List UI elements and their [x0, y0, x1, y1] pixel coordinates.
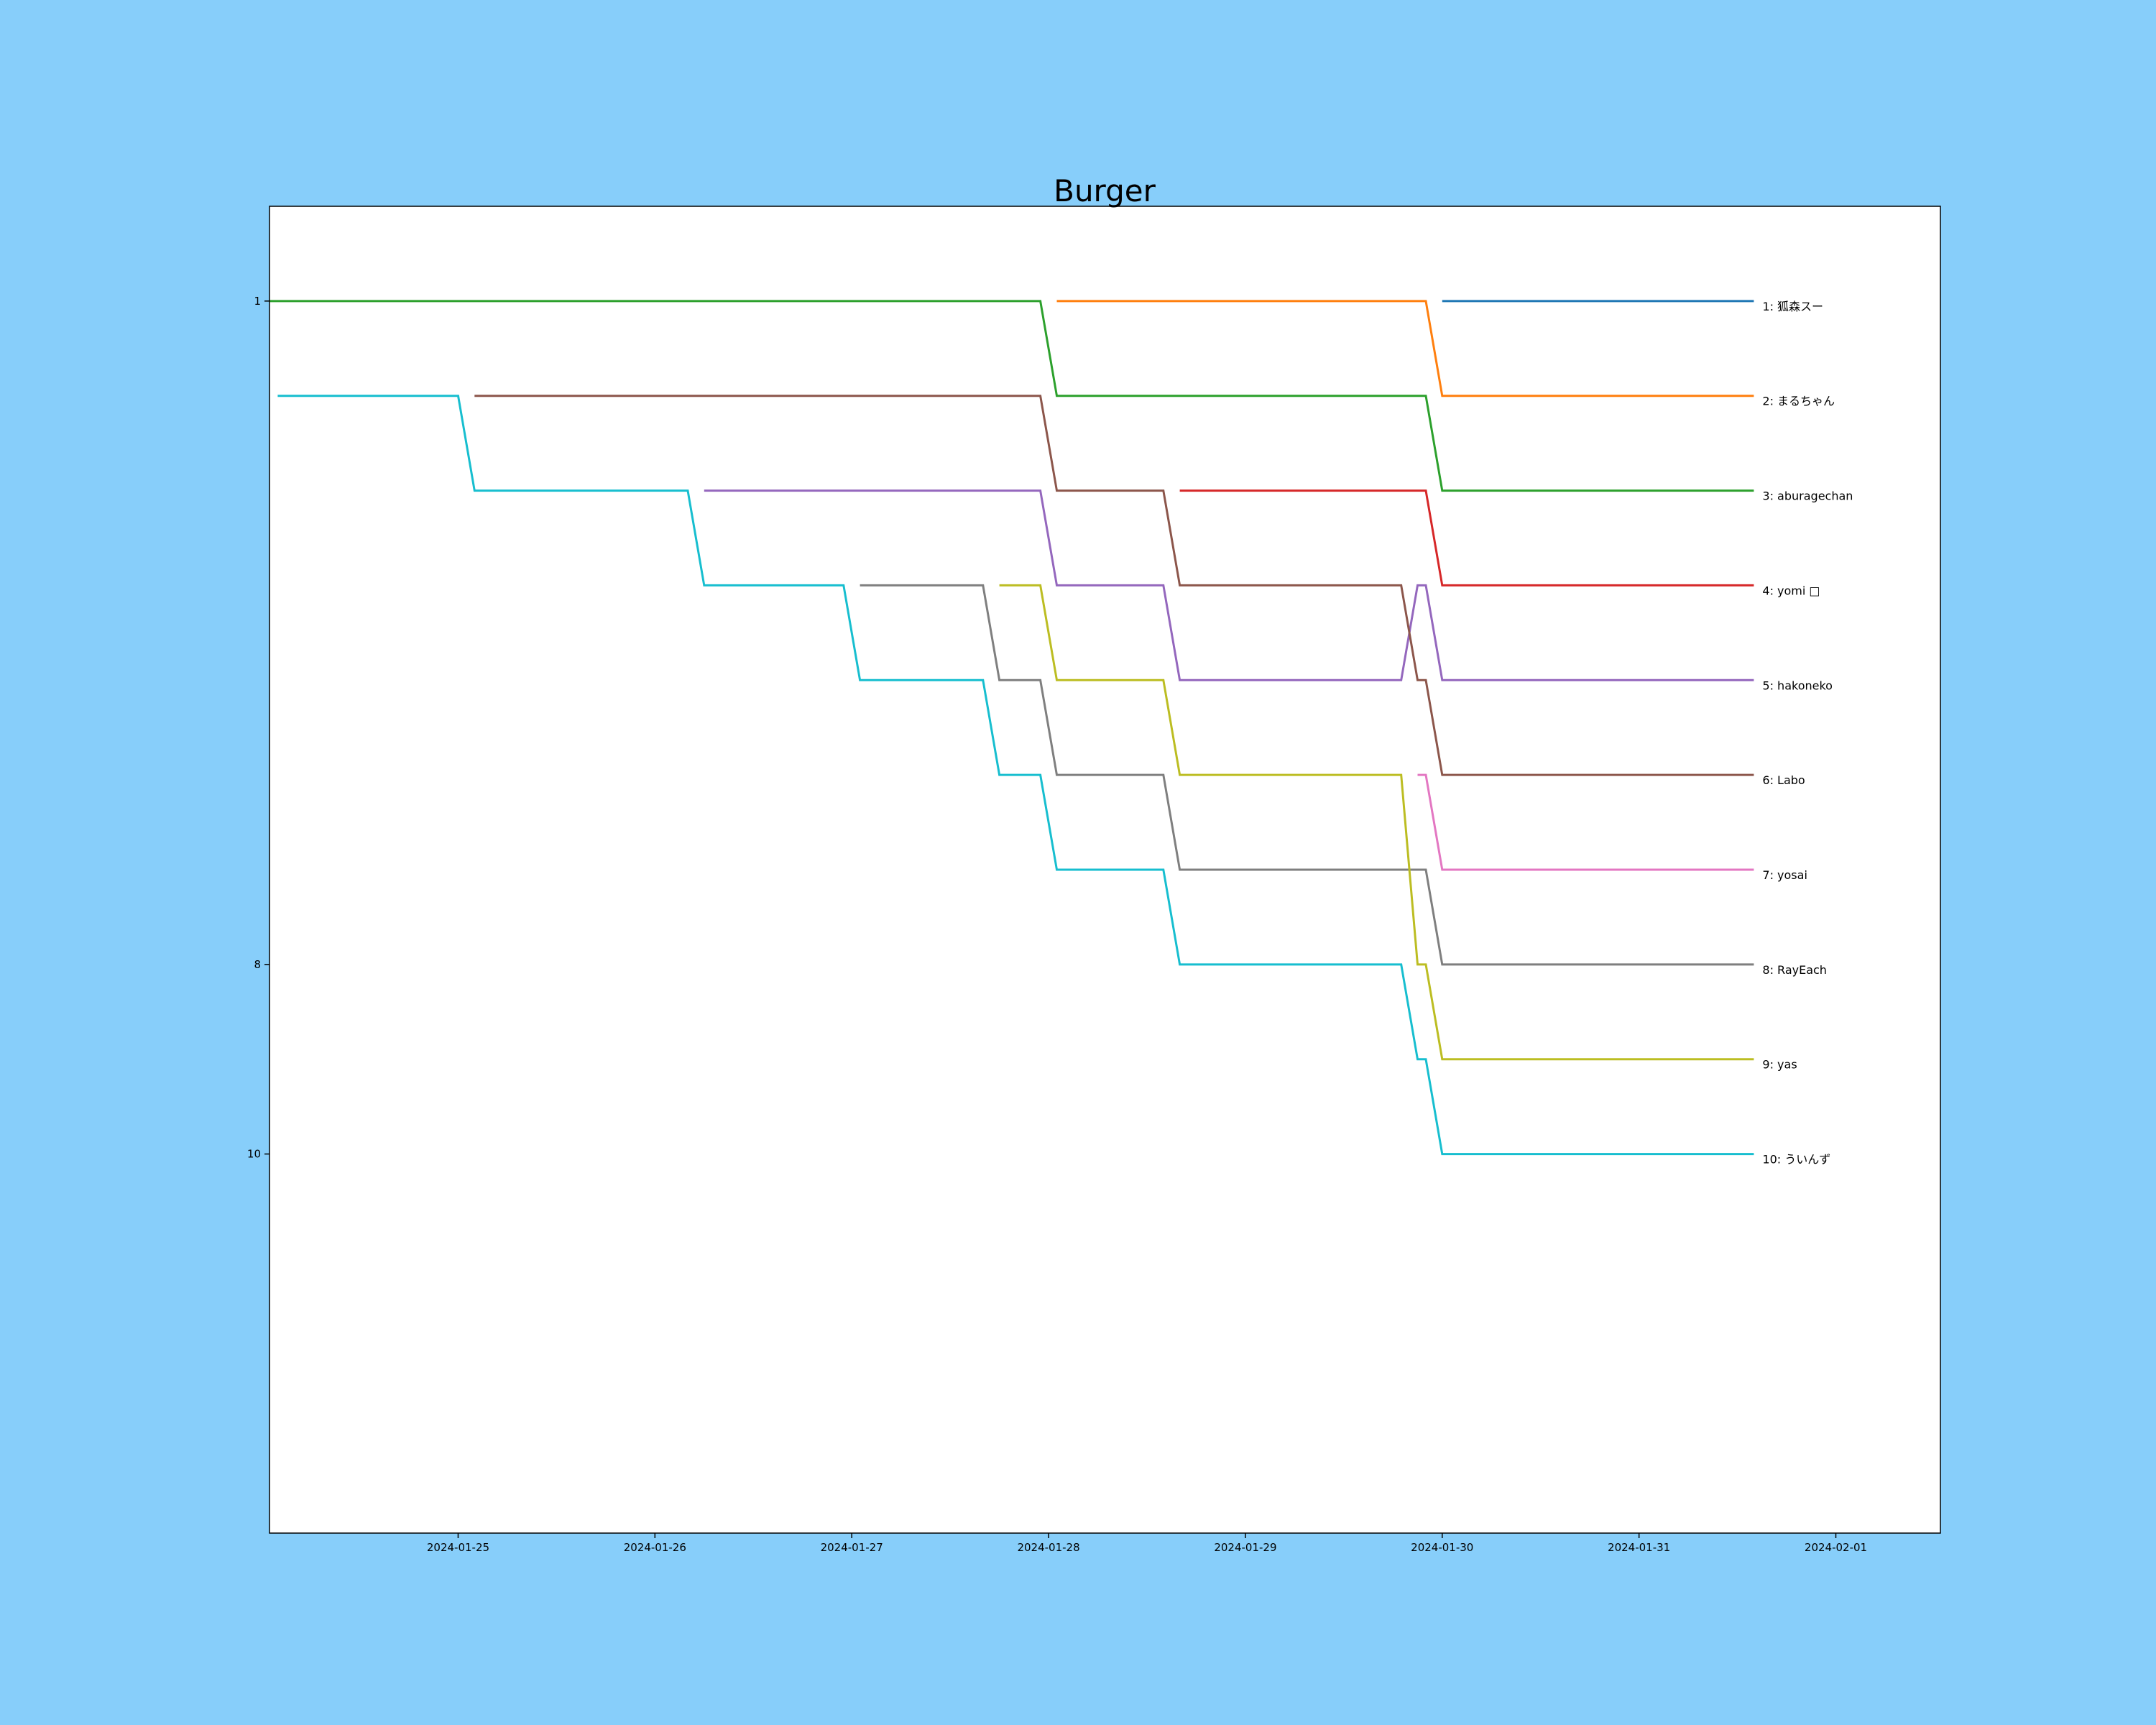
series-line [270, 300, 1754, 492]
series-label: 1: 狐森スー [1762, 300, 1823, 313]
x-tick-label: 2024-01-25 [427, 1541, 489, 1554]
series-label: 2: まるちゃん [1762, 395, 1835, 408]
series-line [704, 489, 1754, 681]
chart-title: Burger [1054, 173, 1156, 208]
x-tick-label: 2024-01-27 [821, 1541, 883, 1554]
x-tick-label: 2024-01-31 [1608, 1541, 1670, 1554]
series-label: 10: ういんず [1762, 1153, 1830, 1167]
series-label: 5: hakoneko [1762, 678, 1833, 692]
series-label: 8: RayEach [1762, 963, 1827, 977]
series-line [1179, 489, 1754, 586]
x-tick-label: 2024-01-30 [1411, 1541, 1473, 1554]
x-tick-label: 2024-01-28 [1017, 1541, 1079, 1554]
x-tick-label: 2024-01-29 [1214, 1541, 1276, 1554]
x-tick-label: 2024-01-26 [624, 1541, 686, 1554]
series-line [1056, 300, 1754, 397]
series-line [999, 584, 1754, 1061]
y-tick-label: 10 [247, 1148, 261, 1161]
y-tick-label: 1 [254, 295, 261, 308]
series-line [860, 584, 1754, 966]
series-label: 6: Labo [1762, 773, 1805, 787]
plot-frame [269, 206, 1941, 1534]
y-tick-label: 8 [254, 958, 261, 971]
series-label: 3: aburagechan [1762, 489, 1853, 503]
series-label: 7: yosai [1762, 868, 1807, 882]
x-tick-label: 2024-02-01 [1805, 1541, 1867, 1554]
series-label: 9: yas [1762, 1058, 1797, 1072]
series-line [1417, 773, 1754, 871]
series-label: 4: yomi □ [1762, 584, 1820, 597]
series-line [474, 395, 1754, 776]
series-line [277, 395, 1754, 1156]
